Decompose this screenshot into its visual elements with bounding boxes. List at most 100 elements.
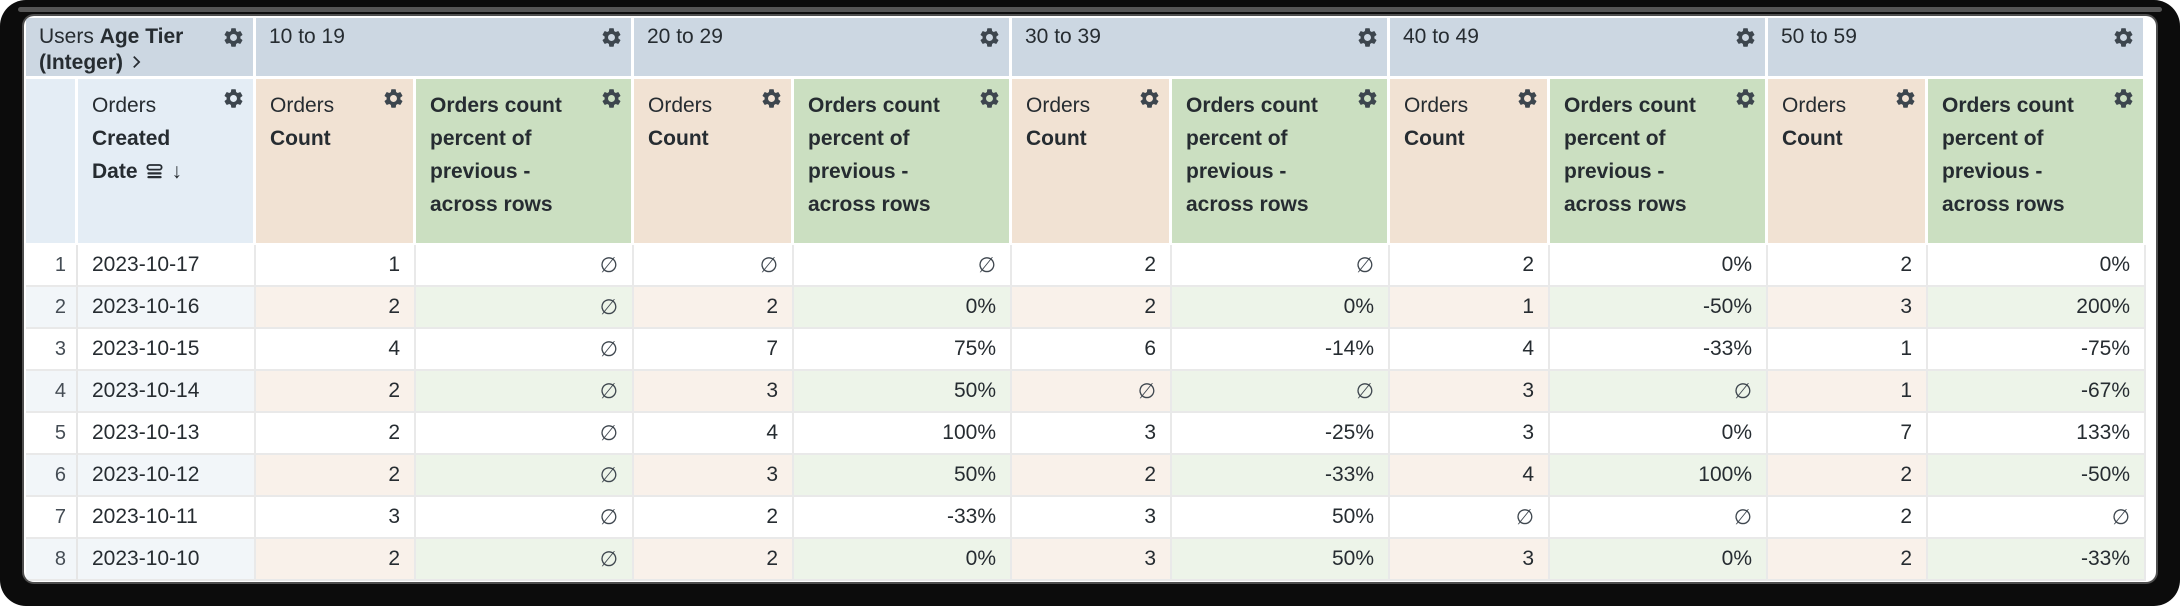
- pct-value-cell[interactable]: -33%: [1928, 539, 2146, 581]
- pct-value-cell[interactable]: ∅: [416, 371, 634, 413]
- count-value-cell[interactable]: 2: [256, 455, 416, 497]
- count-value-cell[interactable]: 4: [1390, 329, 1550, 371]
- date-cell[interactable]: 2023-10-14: [78, 371, 256, 413]
- count-value-cell[interactable]: 2: [634, 539, 794, 581]
- count-value-cell[interactable]: 3: [1012, 413, 1172, 455]
- pct-value-cell[interactable]: 50%: [794, 371, 1012, 413]
- count-value-cell[interactable]: 3: [256, 497, 416, 539]
- gear-icon[interactable]: [1516, 87, 1539, 110]
- tier-header-0[interactable]: 10 to 19: [256, 18, 634, 79]
- gear-icon[interactable]: [2112, 26, 2135, 49]
- pct-measure-header-1[interactable]: Orders count percent of previous - acros…: [794, 79, 1012, 245]
- gear-icon[interactable]: [1138, 87, 1161, 110]
- count-value-cell[interactable]: 1: [1768, 371, 1928, 413]
- pct-value-cell[interactable]: ∅: [1928, 497, 2146, 539]
- count-value-cell[interactable]: 2: [1768, 455, 1928, 497]
- chevron-right-icon[interactable]: [127, 53, 145, 69]
- count-value-cell[interactable]: 7: [1768, 413, 1928, 455]
- date-cell[interactable]: 2023-10-10: [78, 539, 256, 581]
- gear-icon[interactable]: [2112, 87, 2135, 110]
- pct-value-cell[interactable]: 133%: [1928, 413, 2146, 455]
- tier-header-2[interactable]: 30 to 39: [1012, 18, 1390, 79]
- gear-icon[interactable]: [1734, 87, 1757, 110]
- count-value-cell[interactable]: 2: [256, 371, 416, 413]
- pct-value-cell[interactable]: 0%: [1928, 245, 2146, 287]
- count-value-cell[interactable]: 2: [1390, 245, 1550, 287]
- count-value-cell[interactable]: ∅: [634, 245, 794, 287]
- gear-icon[interactable]: [222, 87, 245, 110]
- pct-value-cell[interactable]: ∅: [416, 455, 634, 497]
- count-value-cell[interactable]: 4: [634, 413, 794, 455]
- count-value-cell[interactable]: 3: [1012, 539, 1172, 581]
- pct-value-cell[interactable]: -33%: [1550, 329, 1768, 371]
- pct-value-cell[interactable]: ∅: [416, 497, 634, 539]
- gear-icon[interactable]: [600, 26, 623, 49]
- pct-value-cell[interactable]: ∅: [1550, 371, 1768, 413]
- pct-value-cell[interactable]: ∅: [1172, 245, 1390, 287]
- count-value-cell[interactable]: 3: [1390, 371, 1550, 413]
- count-measure-header-0[interactable]: Orders Count: [256, 79, 416, 245]
- count-measure-header-4[interactable]: Orders Count: [1768, 79, 1928, 245]
- pct-value-cell[interactable]: ∅: [416, 413, 634, 455]
- date-cell[interactable]: 2023-10-17: [78, 245, 256, 287]
- gear-icon[interactable]: [1356, 26, 1379, 49]
- count-value-cell[interactable]: ∅: [1012, 371, 1172, 413]
- count-value-cell[interactable]: 2: [256, 539, 416, 581]
- count-measure-header-1[interactable]: Orders Count: [634, 79, 794, 245]
- pct-value-cell[interactable]: 50%: [1172, 539, 1390, 581]
- pct-value-cell[interactable]: 100%: [794, 413, 1012, 455]
- pct-value-cell[interactable]: -14%: [1172, 329, 1390, 371]
- gear-icon[interactable]: [978, 26, 1001, 49]
- pct-value-cell[interactable]: ∅: [416, 539, 634, 581]
- pct-measure-header-2[interactable]: Orders count percent of previous - acros…: [1172, 79, 1390, 245]
- count-value-cell[interactable]: 3: [1390, 539, 1550, 581]
- count-value-cell[interactable]: 2: [1768, 539, 1928, 581]
- count-value-cell[interactable]: 2: [256, 413, 416, 455]
- pct-value-cell[interactable]: -67%: [1928, 371, 2146, 413]
- pct-value-cell[interactable]: -50%: [1550, 287, 1768, 329]
- count-value-cell[interactable]: 3: [1768, 287, 1928, 329]
- count-value-cell[interactable]: 4: [256, 329, 416, 371]
- count-measure-header-3[interactable]: Orders Count: [1390, 79, 1550, 245]
- count-value-cell[interactable]: 2: [1012, 245, 1172, 287]
- pct-value-cell[interactable]: -33%: [794, 497, 1012, 539]
- tier-header-4[interactable]: 50 to 59: [1768, 18, 2146, 79]
- count-value-cell[interactable]: ∅: [1390, 497, 1550, 539]
- pct-value-cell[interactable]: 0%: [794, 287, 1012, 329]
- pct-value-cell[interactable]: 100%: [1550, 455, 1768, 497]
- count-value-cell[interactable]: 1: [1390, 287, 1550, 329]
- pct-value-cell[interactable]: 0%: [1550, 245, 1768, 287]
- row-field-header[interactable]: Orders Created Date ↓: [78, 79, 256, 245]
- pct-value-cell[interactable]: -25%: [1172, 413, 1390, 455]
- date-cell[interactable]: 2023-10-13: [78, 413, 256, 455]
- gear-icon[interactable]: [600, 87, 623, 110]
- gear-icon[interactable]: [978, 87, 1001, 110]
- gear-icon[interactable]: [1356, 87, 1379, 110]
- count-value-cell[interactable]: 3: [634, 455, 794, 497]
- count-value-cell[interactable]: 3: [1390, 413, 1550, 455]
- gear-icon[interactable]: [1894, 87, 1917, 110]
- pct-measure-header-0[interactable]: Orders count percent of previous - acros…: [416, 79, 634, 245]
- date-cell[interactable]: 2023-10-12: [78, 455, 256, 497]
- pct-value-cell[interactable]: -50%: [1928, 455, 2146, 497]
- count-value-cell[interactable]: 4: [1390, 455, 1550, 497]
- date-cell[interactable]: 2023-10-16: [78, 287, 256, 329]
- count-value-cell[interactable]: 6: [1012, 329, 1172, 371]
- pct-value-cell[interactable]: 200%: [1928, 287, 2146, 329]
- gear-icon[interactable]: [760, 87, 783, 110]
- count-measure-header-2[interactable]: Orders Count: [1012, 79, 1172, 245]
- pct-measure-header-4[interactable]: Orders count percent of previous - acros…: [1928, 79, 2146, 245]
- count-value-cell[interactable]: 3: [634, 371, 794, 413]
- count-value-cell[interactable]: 1: [1768, 329, 1928, 371]
- count-value-cell[interactable]: 2: [256, 287, 416, 329]
- count-value-cell[interactable]: 2: [1012, 455, 1172, 497]
- gear-icon[interactable]: [1734, 26, 1757, 49]
- count-value-cell[interactable]: 2: [1768, 245, 1928, 287]
- pct-value-cell[interactable]: ∅: [416, 287, 634, 329]
- date-cell[interactable]: 2023-10-15: [78, 329, 256, 371]
- pivot-corner-header[interactable]: Users Age Tier (Integer): [26, 18, 256, 79]
- count-value-cell[interactable]: 2: [634, 287, 794, 329]
- pct-value-cell[interactable]: 50%: [1172, 497, 1390, 539]
- pct-measure-header-3[interactable]: Orders count percent of previous - acros…: [1550, 79, 1768, 245]
- tier-header-3[interactable]: 40 to 49: [1390, 18, 1768, 79]
